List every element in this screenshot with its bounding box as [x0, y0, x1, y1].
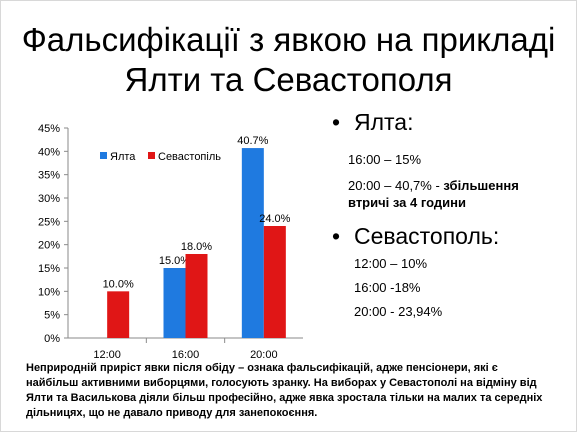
slide-title: Фальсифікації з явкою на прикладі Ялти т… [20, 20, 557, 100]
footnote-line-3: Ялти та Василькова діяли більш професійн… [26, 392, 543, 404]
title-line-1: Фальсифікації з явкою на прикладі [21, 21, 556, 58]
legend-swatch [148, 152, 155, 159]
bullet-marker: • [332, 223, 341, 249]
title-line-2: Ялти та Севастополя [124, 61, 453, 98]
data-label: 18.0% [181, 241, 212, 253]
y-tick-label: 5% [44, 310, 60, 322]
sevastopol-heading-text: Севастополь: [354, 223, 500, 249]
yalta-line-3: втричі за 4 години [348, 195, 466, 210]
x-tick-label: 12:00 [93, 349, 121, 361]
footnote-line-2: найбільш активними виборцями, голосують … [26, 377, 537, 389]
data-label: 15.0% [159, 255, 190, 267]
data-label: 10.0% [103, 278, 134, 290]
sevastopol-line-3: 20:00 - 23,94% [354, 304, 443, 319]
y-tick-label: 40% [38, 146, 60, 158]
bullet-sevastopol-heading: • Севастополь: [332, 222, 499, 250]
y-tick-label: 25% [38, 216, 60, 228]
bullet-marker: • [332, 109, 341, 135]
y-tick-label: 0% [44, 333, 60, 345]
legend-label: Севастопіль [158, 151, 221, 163]
legend-label: Ялта [110, 151, 136, 163]
y-tick-label: 35% [38, 170, 60, 182]
bullet-yalta-heading: • Ялта: [332, 108, 414, 136]
turnout-bar-chart: 0% 5% 10% 15% 20% 25% 30% 35% 40% 45% 12:00 10.0% 16… [38, 123, 303, 361]
x-tick-label: 16:00 [172, 349, 200, 361]
x-tick-label: 20:00 [250, 349, 278, 361]
footnote-line-1: Неприродній приріст явки після обіду – о… [26, 362, 498, 374]
data-label: 40.7% [237, 135, 268, 147]
bar-yalta [241, 148, 264, 338]
footnote: Неприродній приріст явки після обіду – о… [26, 361, 566, 421]
y-tick-label: 20% [38, 240, 60, 252]
yalta-line-2-plain: 20:00 – 40,7% - [348, 178, 444, 193]
y-tick-label: 10% [38, 286, 60, 298]
sevastopol-line-2: 16:00 -18% [354, 280, 421, 295]
bar-sevastopol [185, 254, 208, 338]
bar-sevastopol [107, 291, 130, 338]
y-tick-label: 30% [38, 193, 60, 205]
footnote-line-4: дільницях, що не давало приводу для зане… [26, 407, 318, 419]
data-label: 24.0% [259, 213, 290, 225]
sevastopol-line-1: 12:00 – 10% [354, 256, 428, 271]
y-tick-label: 45% [38, 123, 60, 135]
yalta-line-2: 20:00 – 40,7% - збільшення [348, 177, 519, 195]
yalta-line-2-bold: збільшення [443, 178, 519, 193]
legend-swatch [100, 152, 107, 159]
yalta-line-1: 16:00 – 15% [348, 152, 422, 167]
yalta-heading-text: Ялта: [354, 109, 414, 135]
bar-sevastopol [263, 226, 286, 338]
bar-yalta [163, 268, 186, 338]
y-tick-label: 15% [38, 263, 60, 275]
